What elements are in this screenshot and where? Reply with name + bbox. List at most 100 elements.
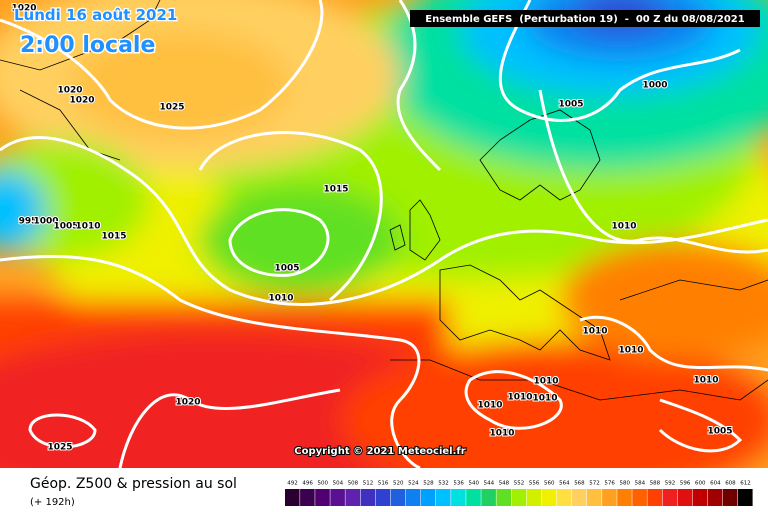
isobar-label: 1020	[175, 398, 200, 408]
color-scale-label: 556	[529, 481, 540, 487]
isobar-label: 1005	[53, 222, 78, 232]
color-scale-label: 572	[589, 481, 600, 487]
color-scale-label: 588	[650, 481, 661, 487]
color-scale-label: 528	[423, 481, 434, 487]
color-scale-label: 552	[514, 481, 525, 487]
color-swatch	[662, 489, 678, 506]
color-scale-label: 584	[635, 481, 646, 487]
color-swatch	[738, 489, 753, 506]
model-banner	[410, 10, 760, 27]
color-swatch	[300, 489, 315, 506]
color-scale-label: 564	[559, 481, 570, 487]
color-scale-label: 512	[363, 481, 374, 487]
color-scale-label: 544	[484, 481, 495, 487]
color-swatch	[451, 489, 466, 506]
color-swatch	[526, 489, 542, 506]
color-scale-label: 540	[469, 481, 480, 487]
isobar-label: 1010	[268, 294, 293, 304]
color-swatch	[692, 489, 708, 506]
color-scale-label: 548	[499, 481, 510, 487]
color-swatch	[511, 489, 527, 506]
isobar-label: 1015	[323, 185, 348, 195]
color-scale-label: 560	[544, 481, 555, 487]
isobar-label: 1010	[693, 376, 718, 386]
color-swatch	[390, 489, 406, 506]
color-scale-label: 520	[393, 481, 404, 487]
isobar-label: 1010	[533, 377, 558, 387]
isobar-label: 1010	[618, 346, 643, 356]
color-swatch	[632, 489, 647, 506]
color-scale-label: 504	[333, 481, 344, 487]
color-swatch	[405, 489, 421, 506]
color-swatch	[617, 489, 632, 506]
isobar-label: 1010	[532, 394, 557, 404]
color-scale-label: 492	[287, 481, 298, 487]
isobar-label: 1020	[69, 96, 94, 106]
isobar-label: 1010	[582, 327, 607, 337]
isobars	[0, 0, 768, 468]
coastlines	[0, 0, 768, 401]
color-scale-label: 580	[620, 481, 631, 487]
copyright: Copyright © 2021 Meteociel.fr	[294, 446, 465, 457]
color-scale-label: 576	[604, 481, 615, 487]
color-swatch	[436, 489, 451, 506]
color-swatch	[587, 489, 602, 506]
color-swatch	[541, 489, 557, 506]
isobar-label: 1010	[477, 401, 502, 411]
color-scale-label: 500	[318, 481, 329, 487]
color-swatch	[345, 489, 360, 506]
forecast-time: 2:00 locale	[20, 33, 155, 58]
color-swatch	[707, 489, 723, 506]
color-scale-label: 600	[695, 481, 706, 487]
color-swatch	[420, 489, 436, 506]
color-swatch	[722, 489, 738, 506]
isobar-label: 1025	[47, 443, 72, 453]
color-scale-label: 608	[725, 481, 736, 487]
footer-lead: (+ 192h)	[30, 497, 75, 508]
color-swatch	[360, 489, 376, 506]
color-scale-label: 596	[680, 481, 691, 487]
color-swatch	[602, 489, 617, 506]
color-swatch	[315, 489, 330, 506]
isobar-label: 1010	[507, 393, 532, 403]
color-scale-label: 536	[453, 481, 464, 487]
model-info: Ensemble GEFS (Perturbation 19) - 00 Z d…	[425, 14, 744, 25]
color-scale-label: 496	[302, 481, 313, 487]
isobar-label: 1000	[642, 81, 667, 91]
color-scale-label: 524	[408, 481, 419, 487]
color-scale-label: 592	[665, 481, 676, 487]
color-swatch	[375, 489, 391, 506]
color-swatch	[481, 489, 496, 506]
color-swatch	[496, 489, 511, 506]
isobar-label: 1020	[57, 86, 82, 96]
color-scale-label: 508	[348, 481, 359, 487]
color-swatch	[556, 489, 572, 506]
color-scale: 492 496 500 504 508 512 516 520 524 528 532 536 540 5…	[285, 481, 753, 506]
isobar-label: 1000	[33, 217, 58, 227]
isobar-label: 1010	[75, 222, 100, 232]
color-swatch	[571, 489, 587, 506]
isobar-labels: 1020102010201025101510051010100510001010…	[10, 3, 733, 454]
isobar-label: 1025	[159, 103, 184, 113]
color-swatch	[466, 489, 481, 506]
isobar-label: 1005	[707, 427, 732, 437]
isobar-label: 1005	[274, 264, 299, 274]
footer-title: Géop. Z500 & pression au sol	[30, 476, 237, 492]
color-scale-label: 604	[710, 481, 721, 487]
isobar-label: 1010	[489, 429, 514, 439]
isobar-label: 1010	[611, 222, 636, 232]
isobar-label: 995	[19, 217, 38, 227]
color-swatch	[285, 489, 300, 506]
color-scale-label: 612	[740, 481, 751, 487]
isobar-label: 1020	[11, 4, 36, 14]
color-swatch	[330, 489, 345, 506]
color-swatch	[677, 489, 693, 506]
isobar-label: 1015	[101, 232, 126, 242]
color-scale-label: 516	[378, 481, 389, 487]
color-scale-label: 532	[438, 481, 449, 487]
color-scale-label: 568	[574, 481, 585, 487]
color-swatch	[647, 489, 662, 506]
